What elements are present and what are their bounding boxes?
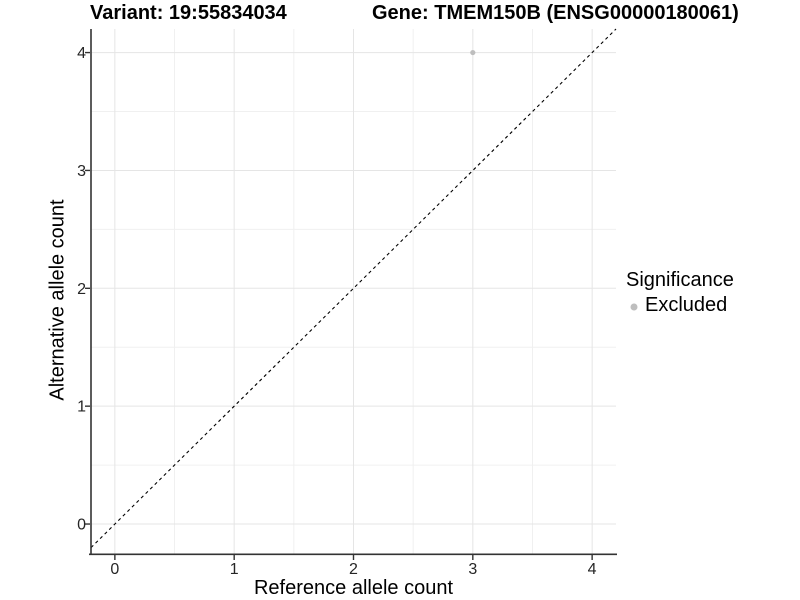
x-tick-label: 3 bbox=[468, 561, 477, 578]
data-points-layer bbox=[470, 49, 476, 56]
y-tick-label: 2 bbox=[77, 281, 86, 298]
legend: Significance Excluded bbox=[626, 269, 734, 317]
gridlines-major bbox=[91, 29, 616, 554]
legend-title: Significance bbox=[626, 269, 734, 291]
legend-items: Excluded bbox=[626, 294, 734, 317]
legend-key-dot bbox=[630, 303, 638, 310]
axis-layer bbox=[89, 29, 617, 556]
x-axis-title: Reference allele count bbox=[253, 577, 453, 599]
y-tick-label: 1 bbox=[77, 399, 86, 416]
plot-title-gene: Gene: TMEM150B (ENSG00000180061) bbox=[372, 2, 739, 24]
tick-layer: 0 1 2 3 4 0 1 2 3 4 bbox=[77, 45, 597, 578]
x-tick-label: 4 bbox=[588, 561, 597, 578]
identity-reference-line-layer bbox=[90, 28, 617, 548]
x-tick-label: 0 bbox=[110, 561, 119, 578]
plot-title-variant: Variant: 19:55834034 bbox=[90, 2, 287, 24]
legend-item-label: Excluded bbox=[645, 294, 728, 316]
x-tick-label: 1 bbox=[230, 561, 239, 578]
y-tick-label: 3 bbox=[77, 163, 86, 180]
legend-key-point-icon bbox=[630, 303, 638, 310]
data-point bbox=[470, 49, 476, 56]
x-tick-label: 2 bbox=[349, 561, 358, 578]
legend-item: Excluded bbox=[626, 294, 734, 317]
y-tick-label: 0 bbox=[77, 517, 86, 534]
y-tick-label: 4 bbox=[77, 45, 86, 62]
identity-reference-line bbox=[90, 28, 617, 548]
